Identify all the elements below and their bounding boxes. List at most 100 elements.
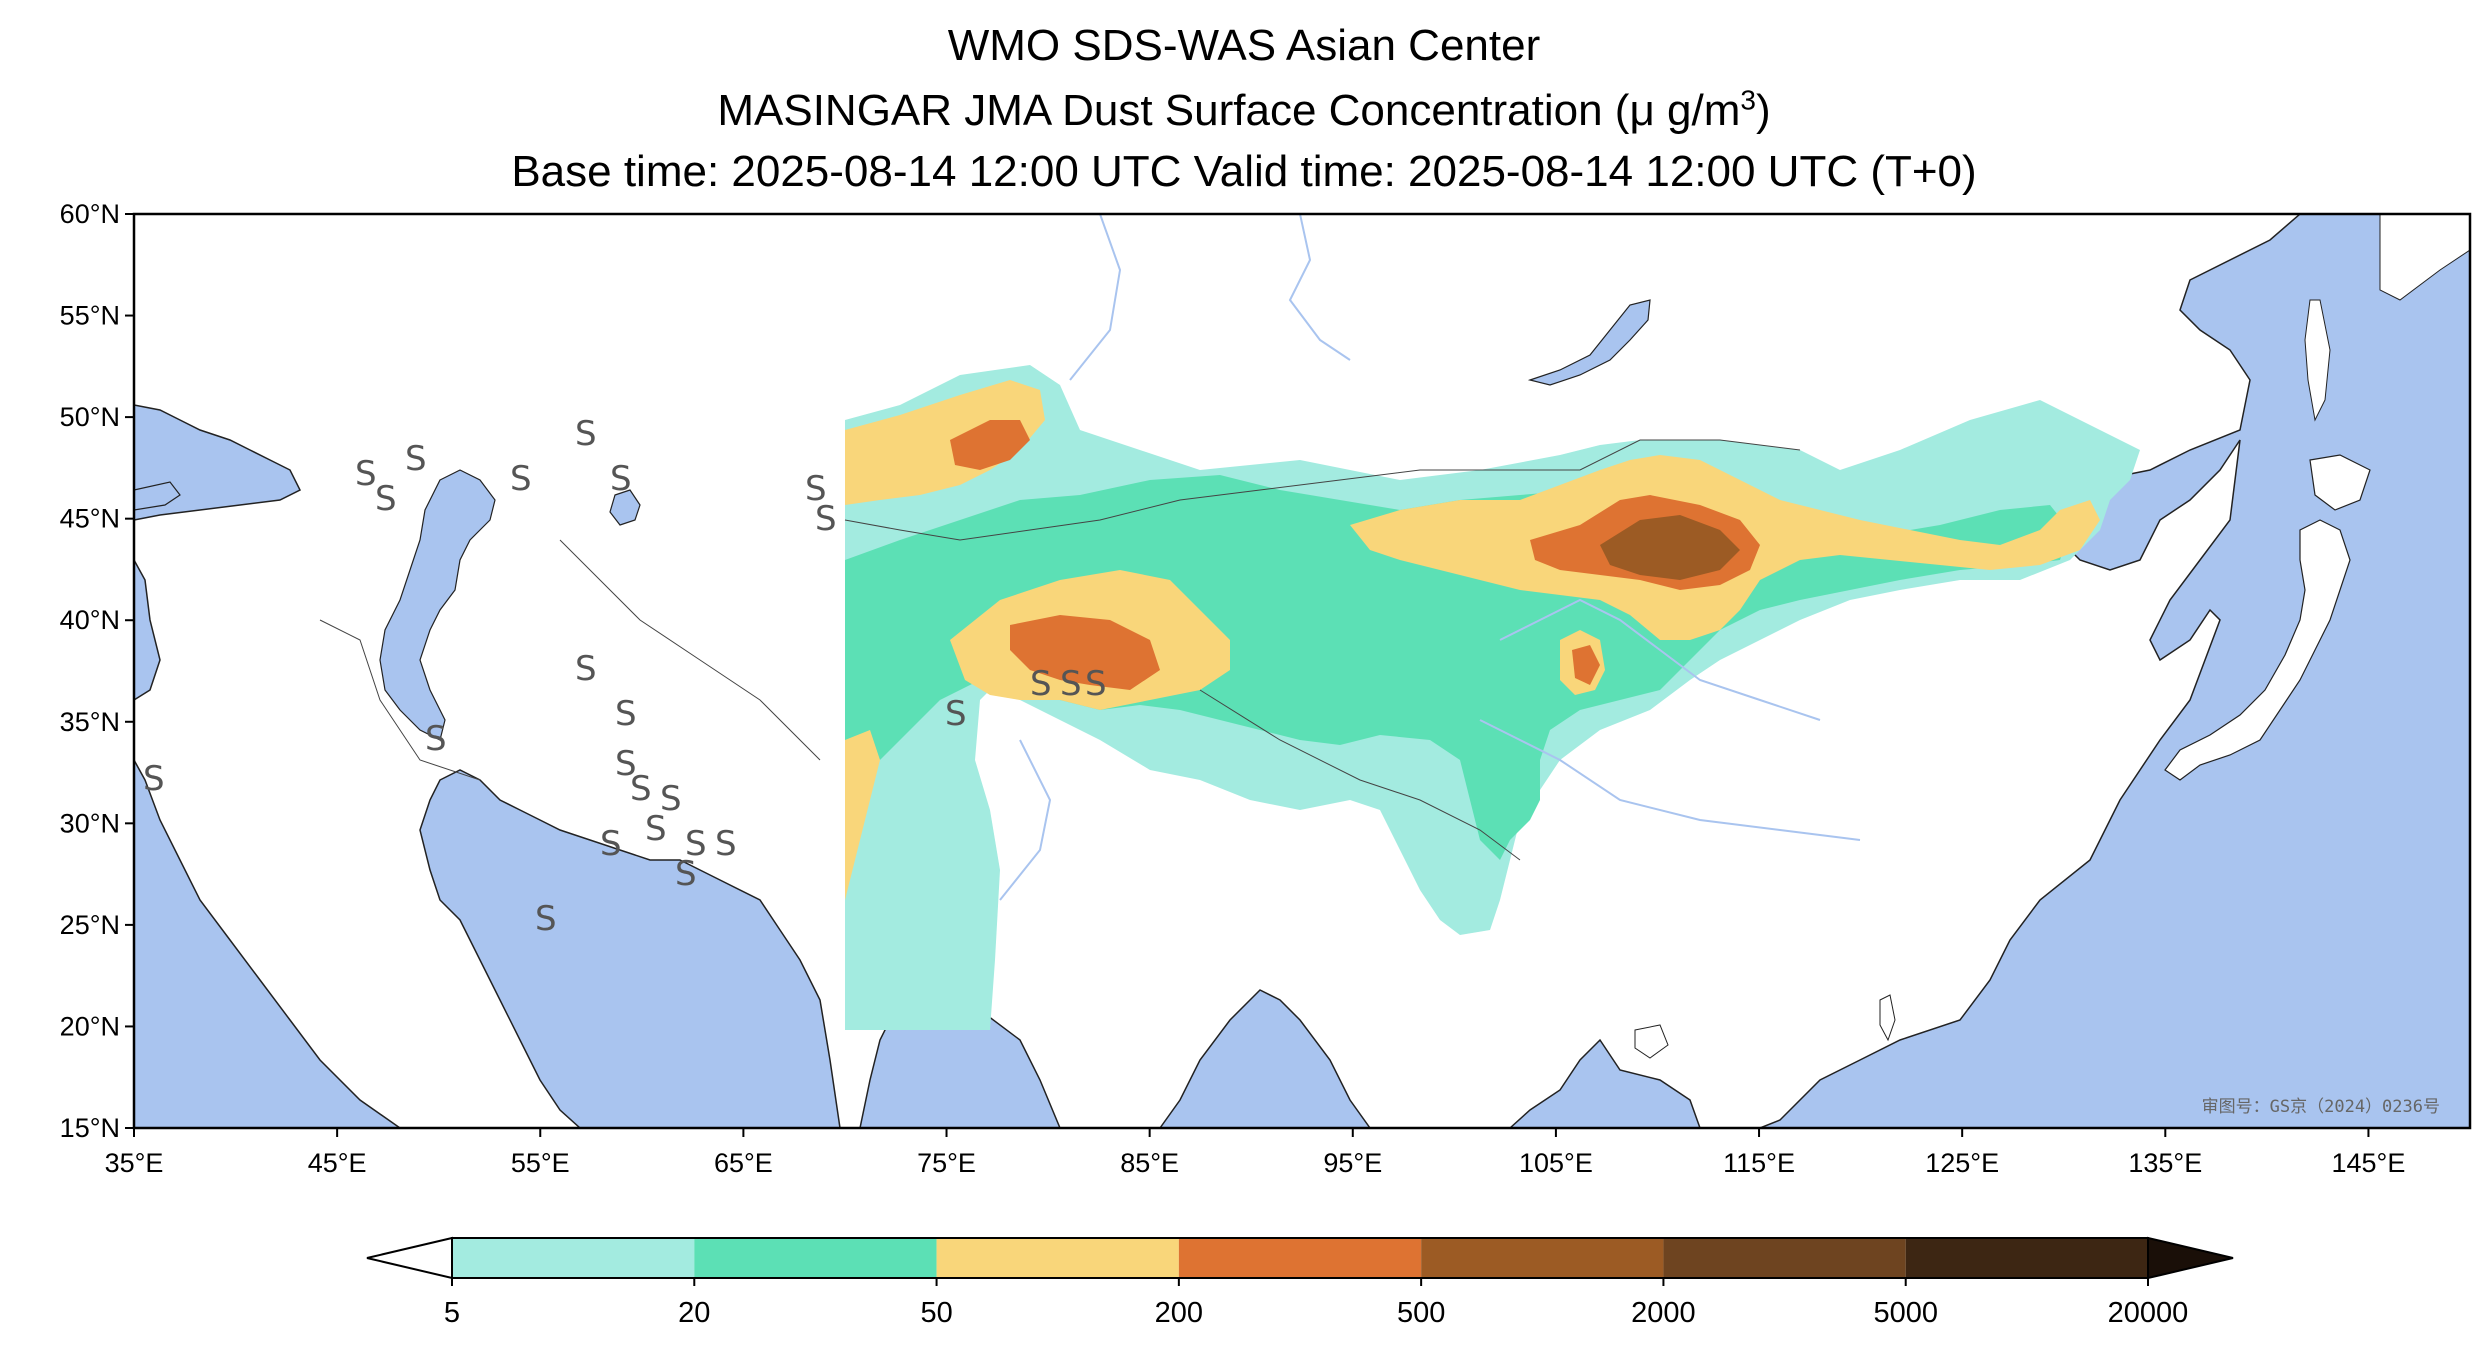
dust-symbol: S [660, 779, 682, 819]
colorbar-label: 5000 [1873, 1297, 1938, 1329]
lat-tick-label: 50°N [60, 402, 120, 432]
lat-tick-label: 45°N [60, 504, 120, 534]
lon-tick-label: 145°E [2332, 1148, 2406, 1178]
land-japan [2164, 519, 2351, 781]
longitude-axis: 35°E 45°E 55°E 65°E 75°E 85°E 95°E 105°E 115°E 12… [105, 1128, 2406, 1178]
river-ob [1069, 214, 1122, 381]
lat-tick-label: 25°N [60, 910, 120, 940]
land-kamchatka [2379, 214, 2470, 301]
aral-sea [609, 489, 641, 526]
lon-tick-label: 45°E [308, 1148, 367, 1178]
contour-50-200-kazakh [845, 380, 1045, 505]
lon-tick-label: 55°E [511, 1148, 570, 1178]
colorbar-segment [1905, 1238, 2148, 1278]
time-info: Base time: 2025-08-14 12:00 UTC Valid ti… [511, 147, 1977, 196]
dust-observations: S S S S S S S S S S S S S S S S S S S S … [143, 414, 1107, 939]
unit-text: μ g/m [1629, 86, 1741, 135]
lon-tick-label: 115°E [1723, 1148, 1795, 1178]
dust-symbol: S [945, 694, 967, 734]
dust-symbol: S [143, 759, 165, 799]
colorbar-label: 2000 [1631, 1297, 1696, 1329]
lat-tick-label: 15°N [60, 1113, 120, 1143]
colorbar-segment [1421, 1238, 1664, 1278]
lat-tick-label: 30°N [60, 808, 120, 838]
dust-symbol: S [675, 854, 697, 894]
river-indus [999, 739, 1052, 901]
colorbar: 5 20 50 200 500 2000 5000 20000 [366, 1236, 2234, 1329]
contour-200-500-a [1010, 615, 1160, 690]
dust-symbol: S [610, 459, 632, 499]
dust-symbol: S [805, 469, 827, 509]
lon-tick-label: 135°E [2128, 1148, 2202, 1178]
contour-200-500-c [950, 420, 1030, 470]
map-area: S S S S S S S S S S S S S S S S S S S S … [134, 214, 2470, 1128]
lon-tick-label: 75°E [917, 1148, 976, 1178]
colorbar-segment [694, 1238, 937, 1278]
colorbar-label: 200 [1155, 1297, 1203, 1329]
dust-symbol: S [405, 439, 427, 479]
river-yangtze [1479, 719, 1861, 841]
lat-tick-label: 60°N [60, 199, 120, 229]
subtitle-text: MASINGAR JMA Dust Surface Concentration … [717, 86, 1630, 135]
lon-tick-label: 125°E [1925, 1148, 1999, 1178]
lat-tick-label: 40°N [60, 605, 120, 635]
river-yenisei [1288, 214, 1351, 361]
dust-symbol: S [715, 824, 737, 864]
lat-tick-label: 20°N [60, 1011, 120, 1041]
contour-50-200-pakistan [845, 730, 880, 900]
colorbar-segment [936, 1238, 1179, 1278]
land-hokkaido [2309, 454, 2371, 511]
lon-tick-label: 95°E [1323, 1148, 1382, 1178]
borders [319, 439, 1801, 861]
dust-contours [845, 365, 2140, 1030]
border-middle-east [319, 619, 481, 781]
lon-tick-label: 35°E [105, 1148, 164, 1178]
dust-symbol: S [630, 769, 652, 809]
border-central-asia [559, 539, 821, 761]
dust-symbol: S [600, 824, 622, 864]
lon-tick-label: 105°E [1519, 1148, 1593, 1178]
dust-symbol: S [815, 499, 837, 539]
colorbar-label: 500 [1397, 1297, 1445, 1329]
dust-symbol: S [425, 719, 447, 759]
map-title: WMO SDS-WAS Asian Center [947, 21, 1541, 70]
colorbar-under-arrow [366, 1236, 453, 1280]
land-hainan [1634, 1024, 1669, 1059]
border-himalaya [1199, 689, 1521, 861]
contour-200-500-d [1572, 645, 1600, 685]
lon-tick-label: 65°E [714, 1148, 773, 1178]
colorbar-label: 20 [678, 1297, 710, 1329]
colorbar-label: 20000 [2108, 1297, 2189, 1329]
colorbar-label: 5 [444, 1297, 460, 1329]
colorbar-segment [452, 1238, 695, 1278]
river-yellow [1499, 598, 1821, 721]
land-sakhalin [2304, 299, 2331, 422]
dust-symbol: S [645, 809, 667, 849]
unit-exponent: 3 [1740, 84, 1756, 116]
colorbar-over-arrow [2147, 1236, 2234, 1280]
lat-tick-label: 55°N [60, 301, 120, 331]
border-north [844, 439, 1801, 541]
dust-symbol: S [575, 649, 597, 689]
dust-symbol: S [375, 479, 397, 519]
latitude-axis: 60°N 55°N 50°N 45°N 40°N 35°N 30°N 25°N 20°N 15°N [60, 199, 134, 1143]
dust-symbol: S [1060, 664, 1082, 704]
map-subtitle: MASINGAR JMA Dust Surface Concentration … [0, 85, 2488, 137]
colorbar-segment [1178, 1238, 1422, 1278]
contour-500-2000 [1600, 515, 1740, 580]
lat-tick-label: 35°N [60, 707, 120, 737]
dust-symbol: S [510, 459, 532, 499]
dust-symbol: S [535, 899, 557, 939]
lon-tick-label: 85°E [1120, 1148, 1179, 1178]
dust-symbol: S [685, 824, 707, 864]
dust-symbol: S [1030, 664, 1052, 704]
dust-symbol: S [615, 744, 637, 784]
subtitle-suffix: ) [1755, 86, 1771, 135]
black-sea [134, 481, 181, 511]
colorbar-frame [451, 1237, 2149, 1279]
dust-symbol: S [615, 694, 637, 734]
lake-baikal [1527, 299, 1651, 386]
approval-number: 审图号：GS京（2024）0236号 [2202, 1097, 2440, 1117]
dust-symbol: S [355, 454, 377, 494]
